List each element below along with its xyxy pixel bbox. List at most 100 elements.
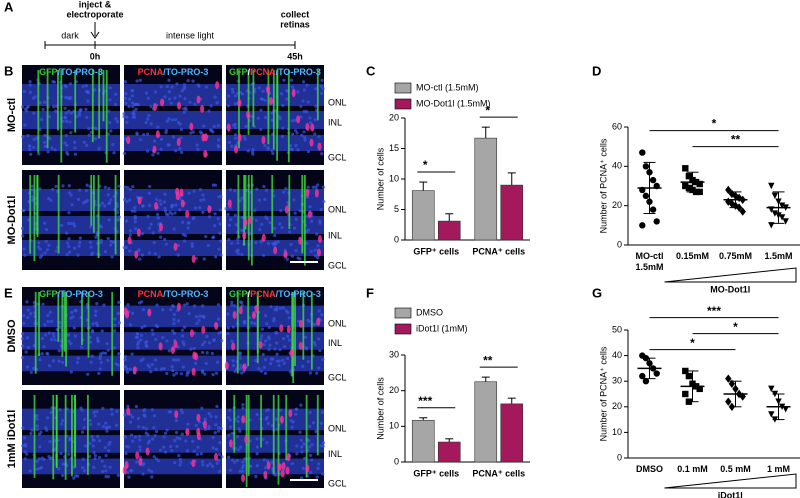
- nucleus: [233, 369, 237, 373]
- x-tick-label: MO-ctl 1.5mM: [635, 251, 663, 272]
- nucleus: [155, 303, 159, 307]
- nucleus: [290, 119, 294, 123]
- nucleus: [96, 339, 100, 344]
- nucleus: [59, 451, 63, 456]
- legend-swatch: [394, 98, 412, 110]
- column-label-part: GFP: [39, 289, 58, 299]
- nucleus: [20, 332, 25, 336]
- nucleus: [22, 208, 26, 213]
- nucleus: [281, 358, 285, 362]
- bar: [474, 381, 498, 463]
- gfp-cell: [91, 70, 94, 143]
- gfp-cell: [316, 70, 319, 121]
- nucleus: [109, 243, 113, 247]
- nucleus: [35, 467, 39, 471]
- nucleus: [220, 455, 224, 459]
- gfp-cell: [260, 394, 262, 448]
- nucleus: [123, 413, 127, 417]
- nucleus: [315, 475, 319, 479]
- nucleus: [317, 309, 321, 313]
- gfp-cell: [288, 175, 291, 230]
- nucleus: [158, 448, 163, 452]
- nucleus: [240, 215, 244, 220]
- nucleus: [130, 433, 134, 437]
- nucleus: [216, 303, 220, 307]
- nucleus: [156, 216, 160, 220]
- point: [682, 367, 689, 375]
- nucleus: [314, 185, 318, 189]
- nucleus: [122, 245, 126, 250]
- nucleus: [144, 91, 149, 95]
- nucleus: [267, 347, 271, 351]
- gfp-cell: [252, 70, 255, 127]
- nucleus: [263, 143, 267, 148]
- x-tick-label: PCNA⁺ cells: [472, 246, 525, 256]
- nucleus: [135, 332, 139, 336]
- nucleus: [116, 210, 120, 215]
- nucleus: [75, 114, 79, 119]
- nucleus: [174, 149, 178, 153]
- nuclear-layer: [226, 135, 324, 151]
- pcna-cell: [228, 439, 233, 448]
- nucleus: [308, 371, 312, 375]
- point: [725, 374, 732, 383]
- nucleus: [264, 409, 269, 413]
- nucleus: [103, 204, 107, 208]
- nucleus: [82, 425, 86, 430]
- nucleus: [154, 337, 158, 342]
- x-tick-label: 0.1 mM: [677, 464, 708, 474]
- nucleus: [214, 415, 218, 419]
- nucleus: [171, 118, 175, 122]
- nucleus: [217, 458, 221, 462]
- nucleus: [317, 366, 321, 370]
- nucleus: [79, 406, 83, 410]
- nucleus: [295, 131, 299, 135]
- nucleus: [52, 80, 56, 84]
- gfp-cell: [302, 291, 305, 360]
- nucleus: [148, 203, 152, 207]
- nucleus: [319, 84, 323, 88]
- nucleus: [169, 444, 173, 449]
- nucleus: [47, 115, 51, 119]
- nucleus: [147, 191, 151, 195]
- gfp-cell: [277, 394, 280, 485]
- pcna-cell: [298, 319, 303, 328]
- nucleus: [61, 360, 65, 365]
- nucleus: [165, 119, 170, 123]
- pcna-cell: [176, 138, 181, 147]
- nucleus: [289, 242, 293, 246]
- nucleus: [315, 232, 319, 236]
- nucleus: [54, 184, 58, 188]
- nucleus: [193, 361, 198, 365]
- pcna-cell: [123, 307, 128, 316]
- nucleus: [218, 441, 222, 445]
- nucleus: [202, 124, 206, 128]
- nucleus: [113, 346, 117, 350]
- nucleus: [179, 408, 184, 412]
- nucleus: [216, 217, 220, 221]
- pcna-cell: [305, 188, 310, 197]
- point: [685, 172, 693, 180]
- nuclear-layer: [22, 332, 120, 350]
- nucleus: [67, 237, 71, 241]
- nucleus: [161, 308, 165, 312]
- nucleus: [243, 137, 247, 141]
- nucleus: [207, 411, 211, 416]
- nucleus: [98, 367, 102, 371]
- nucleus: [89, 360, 93, 364]
- nucleus: [201, 210, 205, 214]
- gfp-cell: [237, 175, 240, 239]
- legend-swatch: [394, 323, 412, 335]
- nucleus: [255, 445, 259, 449]
- nucleus: [57, 359, 61, 363]
- nucleus: [92, 438, 96, 443]
- nucleus: [136, 416, 141, 421]
- nucleus: [321, 440, 326, 445]
- nucleus: [299, 104, 303, 108]
- nucleus: [99, 360, 103, 364]
- nucleus: [215, 461, 219, 465]
- nucleus: [94, 235, 98, 239]
- nucleus: [231, 90, 235, 94]
- nucleus: [174, 418, 179, 423]
- nucleus: [249, 321, 254, 325]
